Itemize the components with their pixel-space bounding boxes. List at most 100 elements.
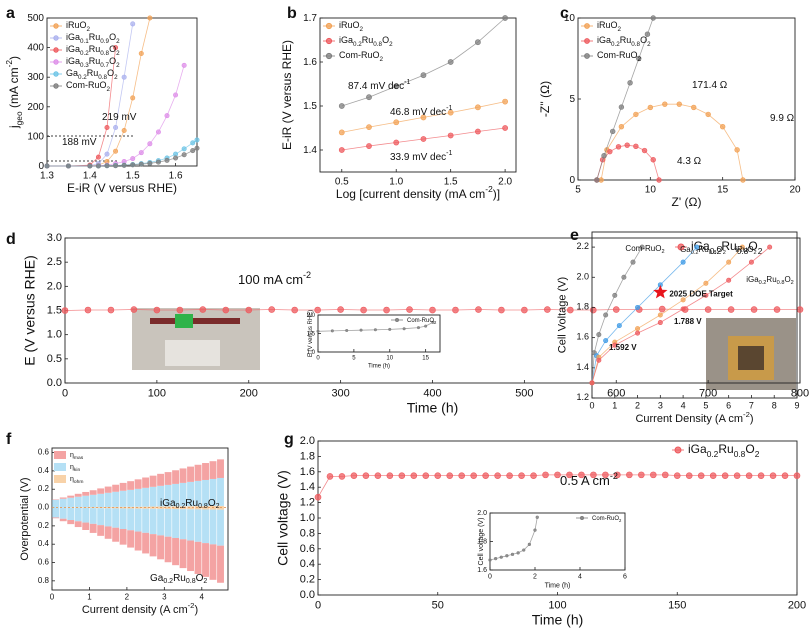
bar-segment	[134, 507, 142, 509]
bar-segment	[164, 506, 172, 508]
data-point	[420, 72, 427, 79]
legend-label: iGa0.2Ru0.8O2	[339, 35, 393, 48]
y-tick-label: 0.8	[300, 527, 315, 539]
data-point	[633, 111, 639, 118]
bar-segment	[112, 506, 120, 508]
x-tick-label: 8	[772, 401, 777, 411]
bar-segment	[82, 522, 90, 530]
series-line	[489, 517, 538, 561]
data-point	[726, 259, 732, 265]
data-point	[434, 472, 442, 479]
y-tick-label: 0.2	[300, 574, 315, 586]
data-point	[685, 472, 693, 479]
bar-segment	[149, 534, 157, 557]
y-tick-label: 1.8	[300, 450, 315, 462]
bar-segment	[157, 535, 165, 560]
data-point	[703, 292, 709, 298]
photo-e	[706, 318, 796, 390]
y-tick-label: 1.6	[300, 466, 315, 478]
y-tick-label: 0.4	[38, 466, 50, 475]
data-point	[721, 472, 729, 479]
bar-segment	[149, 506, 157, 508]
bar-segment	[119, 508, 127, 529]
data-point	[757, 472, 765, 479]
y-tick-label: 2.0	[47, 280, 62, 292]
data-point	[510, 552, 515, 556]
y-tick-label: 1.5	[303, 101, 317, 112]
photo-d	[132, 308, 260, 370]
legend-marker	[325, 52, 333, 60]
legend-marker	[584, 53, 590, 59]
bar-segment	[172, 470, 180, 484]
bar-segment	[209, 544, 217, 580]
legend-label: Ga0.2Ru0.8O2	[66, 68, 118, 81]
chart: 0 2 4 6 1.6 1.8 2.0 Time (h) Cell voltage (V) Com…	[477, 510, 627, 589]
y-tick-label: 200	[27, 101, 44, 112]
data-point	[748, 259, 754, 265]
data-point	[104, 163, 110, 169]
data-point	[147, 15, 153, 21]
data-point	[750, 306, 758, 313]
legend-marker	[580, 516, 584, 520]
bar-segment	[134, 531, 142, 551]
y-tick-label: 0	[38, 161, 44, 172]
x-tick-label: 100	[148, 387, 166, 399]
x-tick-label: 1.6	[169, 170, 183, 181]
bar-segment	[127, 506, 135, 508]
data-point	[383, 306, 390, 314]
data-point	[113, 148, 119, 154]
x-tick-label: 50	[432, 599, 444, 611]
series-label: Ga0.2Ru0.8O2	[680, 245, 726, 256]
data-point	[138, 161, 144, 167]
y-tick-label: 1.2	[576, 392, 589, 402]
data-point	[482, 472, 489, 479]
legend-marker	[325, 22, 333, 30]
bar-segment	[82, 508, 90, 523]
y-tick-label: 0.6	[38, 558, 50, 567]
data-point	[107, 306, 115, 314]
bar-segment	[89, 494, 97, 508]
panel-letter: e	[570, 227, 579, 244]
data-point	[164, 113, 170, 119]
bar-segment	[52, 517, 60, 519]
bar-segment	[149, 486, 157, 507]
legend-marker	[395, 318, 399, 322]
data-point	[488, 558, 492, 562]
chart: 0 5 10 15 1.0 1.5 2.0 Time (h) E (V versus RHE) C…	[307, 310, 441, 369]
data-point	[422, 472, 430, 479]
x-tick-label: 2.0	[498, 176, 512, 187]
annotation: 1.788 V	[674, 317, 702, 326]
bar-segment	[187, 507, 194, 510]
target-star	[653, 284, 668, 299]
legend-marker	[53, 59, 59, 65]
photo-detail	[175, 314, 193, 328]
data-point	[194, 137, 200, 143]
x-tick-label: 0	[589, 401, 594, 411]
legend-label: ηkin	[70, 464, 80, 473]
bar-segment	[164, 484, 172, 507]
panel-letter: g	[284, 431, 294, 448]
data-point	[458, 472, 466, 479]
bar-segment	[67, 507, 75, 521]
bar-segment	[127, 507, 135, 509]
legend-label: iGa0.2Ru0.8O2	[688, 442, 760, 459]
data-point	[633, 143, 639, 150]
data-point	[138, 51, 144, 57]
plot-frame	[591, 231, 798, 399]
bar-segment	[209, 507, 217, 510]
data-point	[338, 129, 345, 136]
legend-label: iRuO2	[597, 20, 622, 33]
data-point	[612, 292, 618, 298]
x-tick-label: 2	[635, 401, 640, 411]
bar-segment	[142, 507, 150, 509]
x-axis-label: Current density (A cm-2)	[82, 600, 198, 615]
y-tick-label: 1.8	[576, 302, 589, 312]
bar-segment	[157, 506, 165, 508]
data-point	[338, 473, 346, 480]
data-point	[781, 472, 789, 479]
data-point	[589, 380, 595, 386]
bar-segment	[119, 482, 127, 491]
data-point	[402, 327, 406, 331]
data-point	[366, 124, 372, 131]
